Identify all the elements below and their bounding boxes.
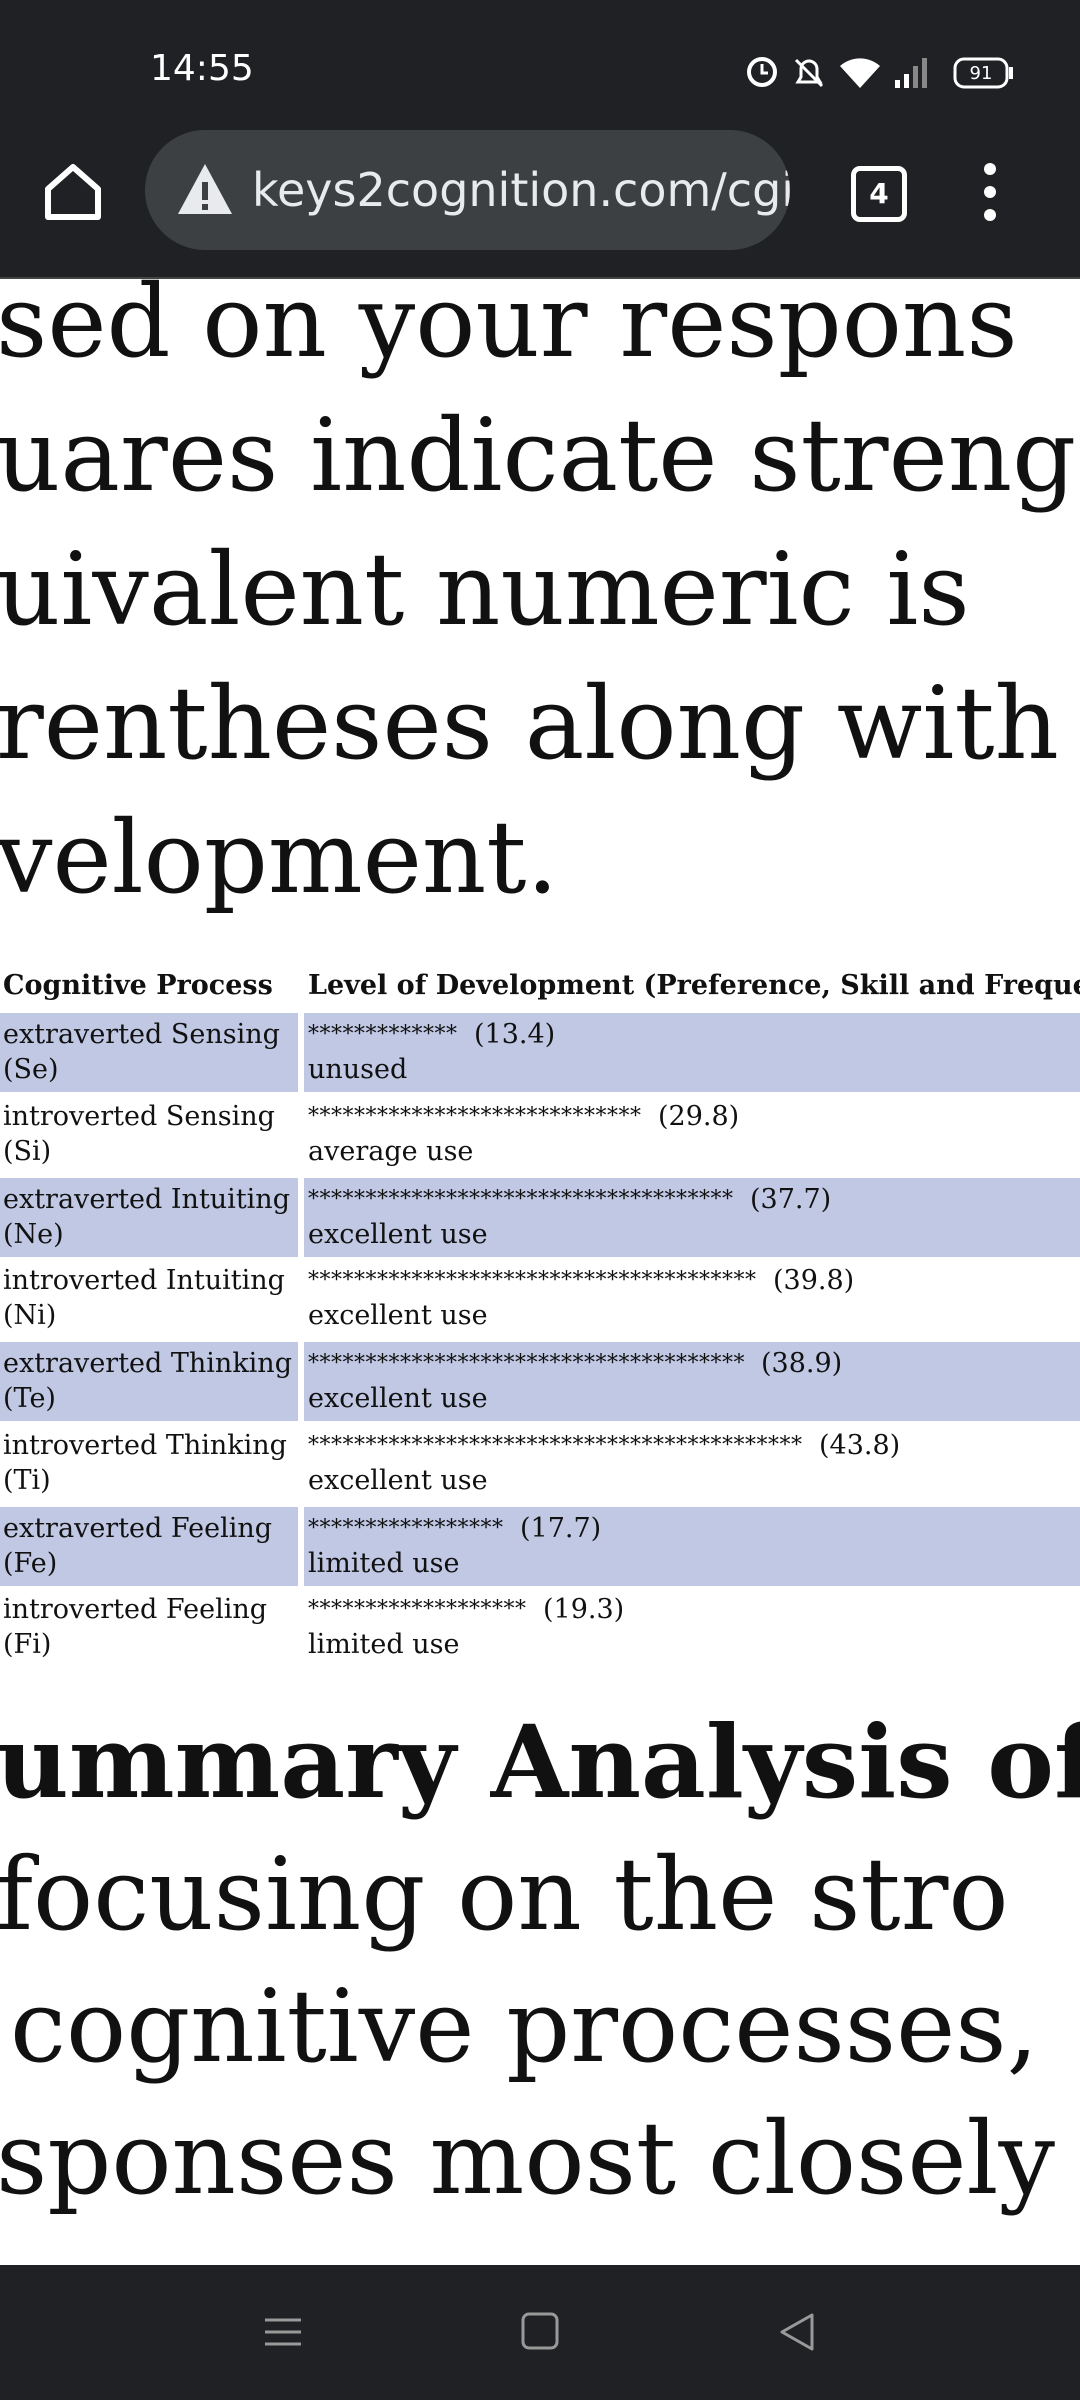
time: 14:55 <box>150 48 254 89</box>
table-header: Level of Development (Preference, Skill … <box>308 970 1080 1001</box>
nav-buttons <box>265 2312 814 2351</box>
status-bar: 14:55 91 <box>0 0 1080 140</box>
status-icons: 91 <box>747 57 1013 89</box>
intro-line: uares indicate streng <box>0 397 1077 514</box>
menu-button[interactable] <box>970 157 1010 227</box>
stars: ************* <box>308 1022 458 1047</box>
table-header: Cognitive Process <box>3 970 273 1001</box>
intro-line: sed on your respons <box>0 279 1018 380</box>
process-name: introverted Sensing (Si) <box>3 1101 275 1167</box>
score: (19.3) <box>543 1594 625 1625</box>
stars: ************************************* <box>308 1187 734 1212</box>
address-bar[interactable]: keys2cognition.com/cgi <box>145 130 790 250</box>
row-shade <box>0 1507 298 1586</box>
tab-switcher[interactable]: 4 <box>851 166 907 222</box>
level: unused <box>308 1054 408 1085</box>
stars: ****************************************… <box>308 1433 803 1458</box>
level: excellent use <box>308 1219 488 1250</box>
process-name: introverted Thinking (Ti) <box>3 1430 287 1496</box>
intro-line: rentheses along with <box>0 665 1059 782</box>
score: (43.8) <box>819 1430 901 1461</box>
row-shade <box>0 1342 298 1421</box>
process-name: introverted Feeling (Fi) <box>3 1594 268 1660</box>
level: excellent use <box>308 1465 488 1496</box>
stars: *************************************** <box>308 1268 757 1293</box>
score: (39.8) <box>773 1265 855 1296</box>
row-shade <box>304 1013 1080 1092</box>
level: excellent use <box>308 1383 488 1414</box>
process-name: extraverted Feeling (Fe) <box>3 1513 273 1579</box>
summary-line: focusing on the stro <box>0 1836 1009 1953</box>
stars: ***************************** <box>308 1104 642 1129</box>
process-name: extraverted Intuiting (Ne) <box>3 1184 290 1250</box>
process-name: extraverted Thinking (Te) <box>3 1348 292 1414</box>
stars: ************************************** <box>308 1351 745 1376</box>
battery: 91 <box>970 63 993 84</box>
process-name: extraverted Sensing (Se) <box>3 1019 280 1085</box>
stars: ******************* <box>308 1597 527 1622</box>
page-content: sed on your respons uares indicate streng… <box>0 279 1080 2265</box>
level: limited use <box>308 1548 460 1579</box>
score: (13.4) <box>474 1019 556 1050</box>
score: (17.7) <box>520 1513 602 1544</box>
score: (38.9) <box>761 1348 843 1379</box>
row-shade <box>304 1507 1080 1586</box>
score: (37.7) <box>750 1184 832 1215</box>
row-shade <box>304 1342 1080 1421</box>
row-shade <box>0 1013 298 1092</box>
level: limited use <box>308 1629 460 1660</box>
score: (29.8) <box>658 1101 740 1132</box>
summary-line: sponses most closely <box>0 2100 1056 2217</box>
row-shade <box>304 1178 1080 1257</box>
summary-heading: ummary Analysis of <box>0 1703 1080 1821</box>
home-button[interactable] <box>38 157 108 227</box>
stars: ***************** <box>308 1516 504 1541</box>
level: average use <box>308 1136 474 1167</box>
intro-line: velopment. <box>0 799 559 916</box>
level: excellent use <box>308 1300 488 1331</box>
url-text: keys2cognition.com/cgi <box>252 163 790 217</box>
navigation-bar <box>0 2265 1080 2400</box>
warning-icon <box>178 164 232 214</box>
row-shade <box>0 1178 298 1257</box>
intro-line: uivalent numeric is <box>0 531 970 648</box>
summary-line: cognitive processes, <box>10 1968 1039 2085</box>
process-name: introverted Intuiting (Ni) <box>3 1265 285 1331</box>
